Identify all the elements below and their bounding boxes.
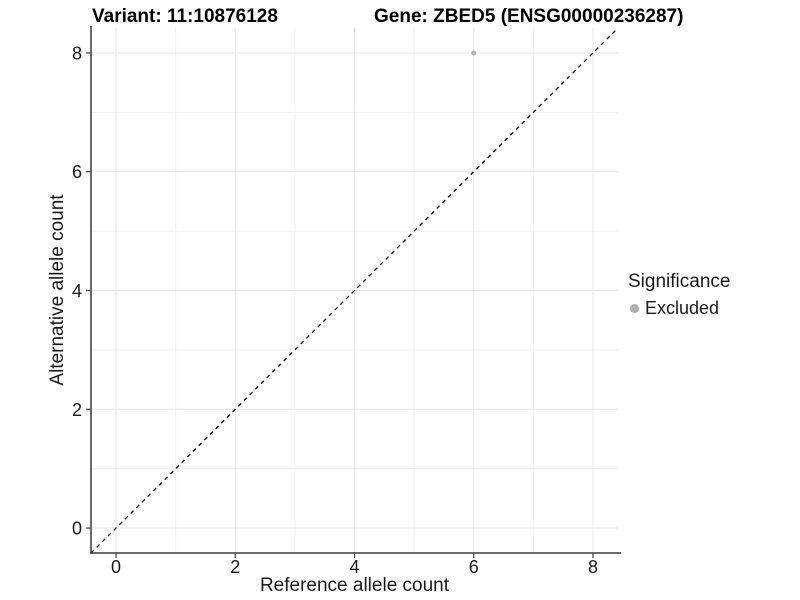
x-tick-label: 8 xyxy=(588,557,598,577)
legend-item-excluded: Excluded xyxy=(628,298,730,319)
plot-title-variant: Variant: 11:10876128 xyxy=(92,6,278,27)
y-tick-label: 6 xyxy=(72,162,82,182)
legend: Significance Excluded xyxy=(628,271,730,319)
y-tick-label: 2 xyxy=(72,400,82,420)
y-tick-label: 8 xyxy=(72,43,82,63)
y-axis-title: Alternative allele count xyxy=(47,194,68,386)
legend-title: Significance xyxy=(628,271,731,292)
y-tick-label: 4 xyxy=(72,281,82,301)
x-tick-label: 4 xyxy=(349,557,359,577)
x-tick-label: 2 xyxy=(230,557,240,577)
legend-point-icon xyxy=(630,304,639,313)
plot-title-gene: Gene: ZBED5 (ENSG00000236287) xyxy=(374,6,684,27)
legend-item-label: Excluded xyxy=(645,298,720,318)
identity-dashed-line xyxy=(90,27,619,554)
x-tick-label: 6 xyxy=(469,557,479,577)
x-axis-title: Reference allele count xyxy=(259,575,450,596)
x-tick-label: 0 xyxy=(111,557,121,577)
data-point xyxy=(471,50,477,56)
y-tick-label: 0 xyxy=(72,519,82,539)
